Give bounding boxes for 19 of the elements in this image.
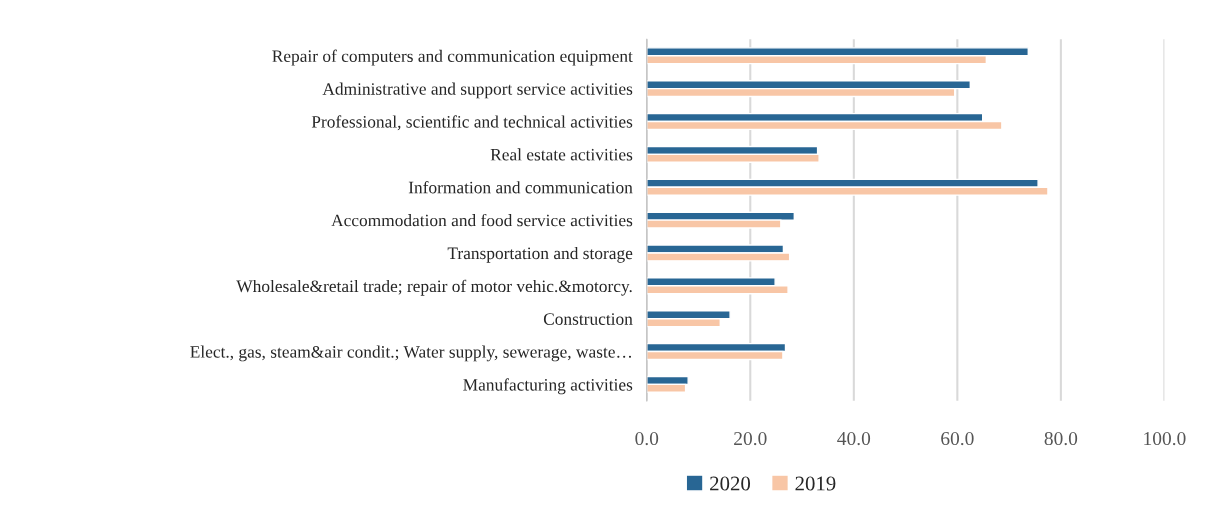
y-tick-label: Elect., gas, steam&air condit.; Water supply, sewerage, waste… — [190, 345, 632, 362]
legend-label: 2019 — [795, 476, 836, 491]
y-tick-label: Real estate activities — [490, 148, 633, 161]
x-tick-label: 40.0 — [837, 431, 871, 446]
legend-label: 2020 — [710, 476, 751, 491]
y-tick-label: Professional, scientific and technical activities — [311, 115, 633, 131]
y-tick-label: Repair of computers and communication equipment — [272, 49, 633, 66]
x-tick-label: 20.0 — [734, 431, 767, 446]
x-tick-label: 100.0 — [1144, 431, 1186, 446]
x-tick-label: 0.0 — [635, 431, 659, 446]
y-tick-label: Wholesale&retail trade; repair of motor vehic.&motorcy. — [236, 279, 632, 296]
y-tick-label: Construction — [543, 313, 633, 325]
y-tick-label: Manufacturing activities — [463, 378, 633, 395]
x-tick-label: 60.0 — [941, 431, 974, 446]
x-tick-label: 80.0 — [1044, 431, 1078, 446]
y-tick-label: Administrative and support service activities — [322, 82, 633, 99]
y-tick-label: Transportation and storage — [447, 246, 633, 263]
y-tick-label: Accommodation and food service activities — [331, 213, 633, 227]
y-tick-label: Information and communication — [408, 181, 633, 194]
